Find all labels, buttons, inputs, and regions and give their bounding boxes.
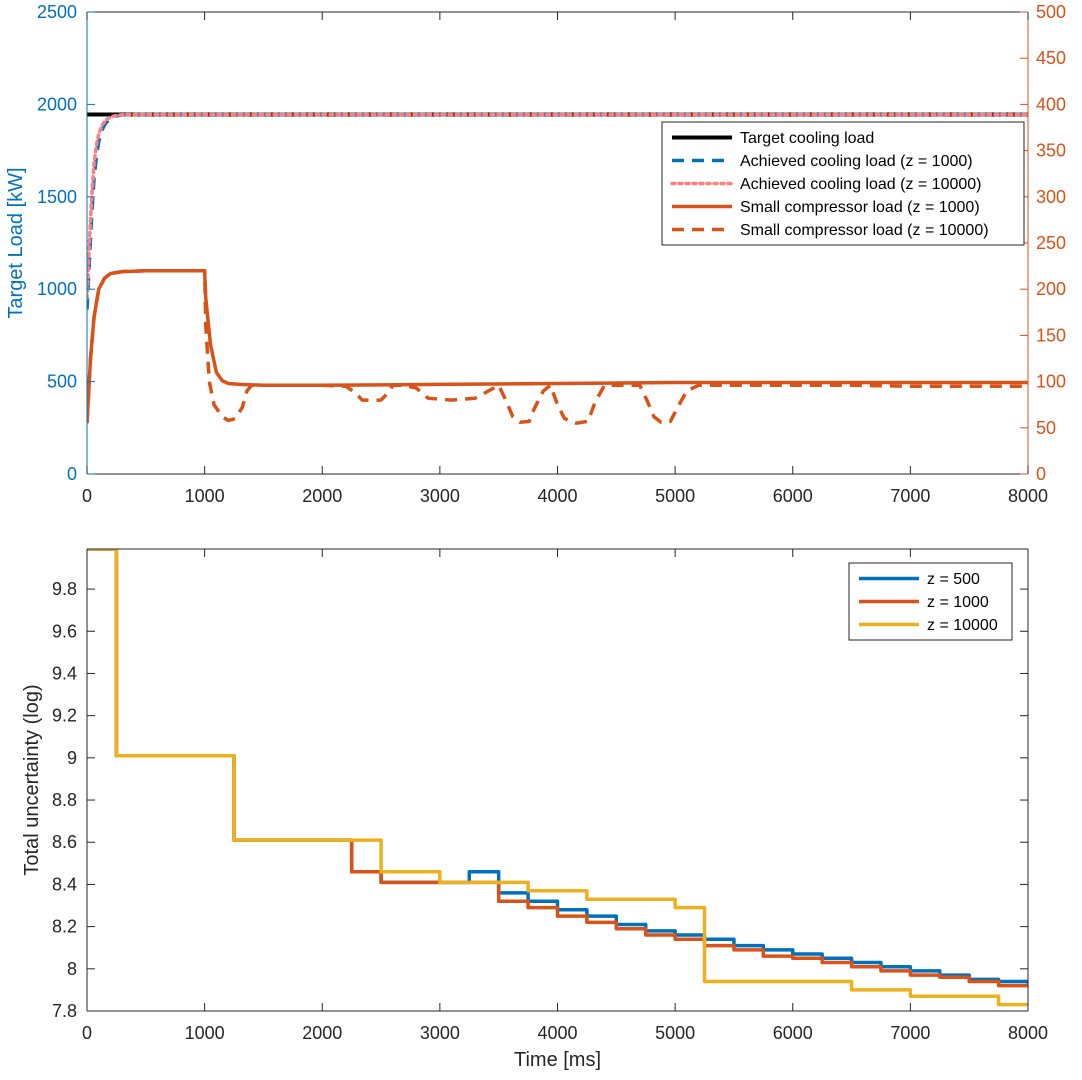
uncertainty-chart: 0 1000 2000 3000 4000 5000 6000 7000 8000 7.8 8 8.2… (21, 549, 1048, 1071)
legend-entry: z = 10000 (927, 617, 998, 634)
legend-entry: z = 500 (927, 571, 980, 588)
y2-tick-label: 100 (1036, 372, 1066, 392)
x-tick-label: 3000 (420, 1023, 460, 1043)
x-tick-label: 2000 (302, 1023, 342, 1043)
x-tick-label: 0 (82, 1023, 92, 1043)
x-tick-label: 6000 (773, 1023, 813, 1043)
y-tick-label: 1000 (37, 279, 77, 299)
x-tick-label: 4000 (537, 486, 577, 506)
x-tick-label: 8000 (1008, 1023, 1048, 1043)
y-axis-label: Target Load [kW] (5, 167, 27, 318)
y-tick-label: 1500 (37, 187, 77, 207)
y-tick-label: 8.8 (52, 790, 77, 810)
legend-entry: Small compressor load (z = 10000) (740, 222, 989, 239)
cooling-load-chart: 0 1000 2000 3000 4000 5000 6000 7000 80000500100… (5, 2, 1066, 506)
legend-entry: Achieved cooling load (z = 10000) (740, 176, 982, 193)
y2-tick-label: 50 (1036, 418, 1056, 438)
y-tick-label: 9 (67, 748, 77, 768)
legend-entry: Target cooling load (740, 130, 874, 147)
y-tick-label: 9.2 (52, 706, 77, 726)
legend: z = 500 z = 1000 z = 10000 (849, 563, 1012, 640)
x-tick-label: 3000 (420, 486, 460, 506)
y2-tick-label: 250 (1036, 233, 1066, 253)
y-tick-label: 2500 (37, 2, 77, 22)
y-tick-label: 8.4 (52, 874, 77, 894)
x-tick-label: 7000 (890, 486, 930, 506)
y2-tick-label: 300 (1036, 187, 1066, 207)
x-tick-label: 7000 (890, 1023, 930, 1043)
y2-tick-label: 150 (1036, 325, 1066, 345)
x-tick-label: 5000 (655, 1023, 695, 1043)
x-tick-label: 4000 (537, 1023, 577, 1043)
y-tick-label: 9.8 (52, 579, 77, 599)
x-tick-label: 1000 (185, 486, 225, 506)
x-tick-label: 5000 (655, 486, 695, 506)
y-tick-label: 8 (67, 959, 77, 979)
x-tick-label: 1000 (185, 1023, 225, 1043)
y-tick-label: 9.4 (52, 663, 77, 683)
y2-tick-label: 500 (1036, 2, 1066, 22)
y-tick-label: 9.6 (52, 621, 77, 641)
x-tick-label: 2000 (302, 486, 342, 506)
y-tick-label: 8.6 (52, 832, 77, 852)
y2-tick-label: 400 (1036, 94, 1066, 114)
legend-entry: z = 1000 (927, 594, 989, 611)
x-tick-label: 8000 (1008, 486, 1048, 506)
x-axis-label: Time [ms] (514, 1049, 601, 1071)
x-tick-label: 0 (82, 486, 92, 506)
legend-entry: Achieved cooling load (z = 1000) (740, 153, 973, 170)
y2-tick-label: 200 (1036, 279, 1066, 299)
y-tick-label: 7.8 (52, 1001, 77, 1021)
legend-entry: Small compressor load (z = 1000) (740, 199, 980, 216)
y2-tick-label: 0 (1036, 464, 1046, 484)
y2-tick-label: 350 (1036, 141, 1066, 161)
y-tick-label: 0 (67, 464, 77, 484)
x-tick-label: 6000 (773, 486, 813, 506)
legend: Target cooling load Achieved cooling load… (662, 122, 1024, 245)
y2-tick-label: 450 (1036, 48, 1066, 68)
y-tick-label: 2000 (37, 94, 77, 114)
y-axis-label: Total uncertainty (log) (21, 684, 43, 875)
y-tick-label: 8.2 (52, 917, 77, 937)
y-tick-label: 500 (47, 372, 77, 392)
